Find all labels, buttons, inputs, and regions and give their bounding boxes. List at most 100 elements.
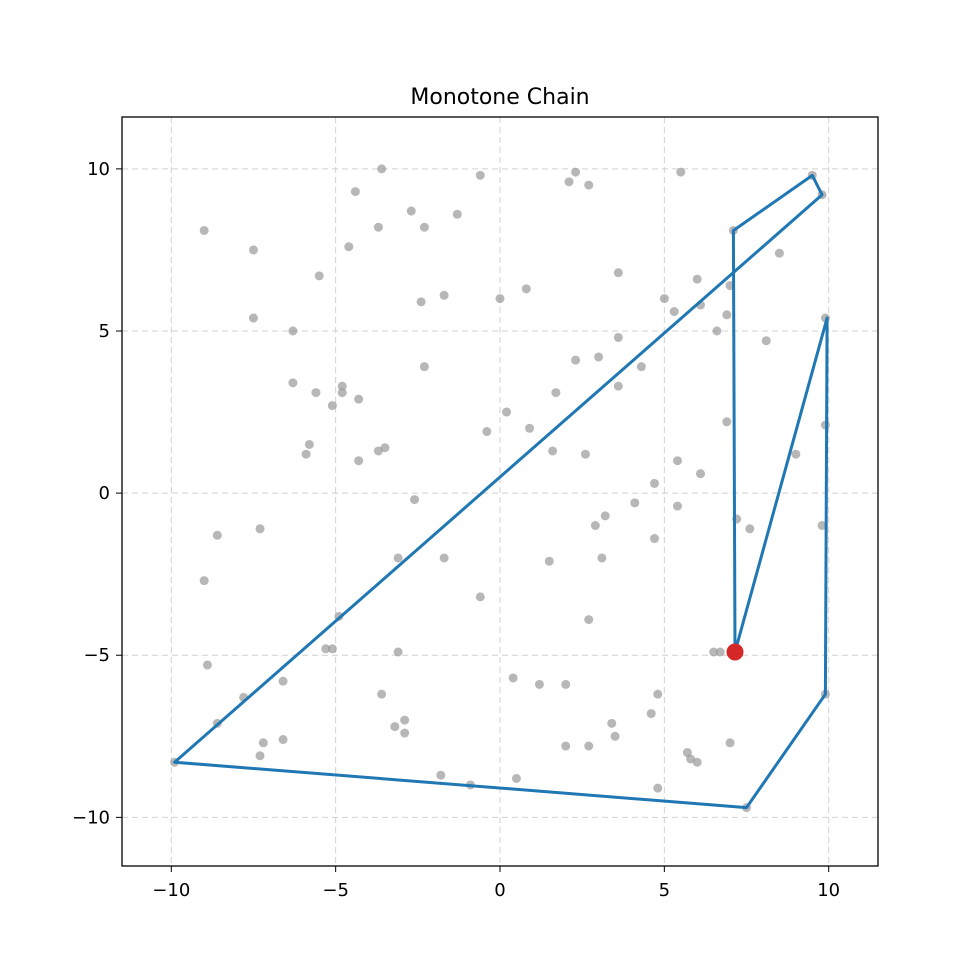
scatter-point bbox=[722, 417, 732, 427]
scatter-point bbox=[774, 248, 784, 258]
scatter-point bbox=[584, 615, 594, 625]
y-tick-label: 5 bbox=[99, 321, 110, 342]
scatter-point bbox=[672, 501, 682, 511]
scatter-point bbox=[337, 381, 347, 391]
hull-line bbox=[173, 173, 829, 810]
scatter-point bbox=[692, 274, 702, 284]
scatter-point bbox=[475, 170, 485, 180]
scatter-point bbox=[502, 407, 512, 417]
scatter-point bbox=[393, 553, 403, 563]
scatter-point bbox=[393, 647, 403, 657]
scatter-point bbox=[722, 310, 732, 320]
scatter-point bbox=[597, 553, 607, 563]
scatter-point bbox=[278, 735, 288, 745]
scatter-point bbox=[327, 644, 337, 654]
scatter-point bbox=[377, 689, 387, 699]
scatter-point bbox=[439, 553, 449, 563]
y-tick-label: 0 bbox=[99, 483, 110, 504]
scatter-point bbox=[676, 167, 686, 177]
scatter-point bbox=[580, 449, 590, 459]
scatter-point bbox=[354, 394, 364, 404]
scatter-point bbox=[613, 332, 623, 342]
scatter-point bbox=[373, 222, 383, 232]
scatter-point bbox=[594, 352, 604, 362]
scatter-point bbox=[327, 401, 337, 411]
scatter-point bbox=[817, 521, 827, 531]
scatter-point bbox=[321, 644, 331, 654]
scatter-point bbox=[564, 177, 574, 187]
x-tick-label: 5 bbox=[659, 880, 670, 901]
scatter-point bbox=[712, 326, 722, 336]
scatter-point bbox=[258, 738, 268, 748]
scatter-point bbox=[439, 290, 449, 300]
y-tick-label: 10 bbox=[87, 159, 110, 180]
scatter-point bbox=[630, 498, 640, 508]
scatter-point bbox=[508, 673, 518, 683]
scatter-point bbox=[672, 456, 682, 466]
scatter-point bbox=[571, 355, 581, 365]
x-tick-label: −10 bbox=[152, 880, 190, 901]
x-tick-label: 10 bbox=[817, 880, 840, 901]
scatter-point bbox=[709, 647, 719, 657]
scatter-point bbox=[590, 521, 600, 531]
scatter-point bbox=[551, 388, 561, 398]
scatter-point bbox=[649, 478, 659, 488]
scatter-point bbox=[613, 381, 623, 391]
scatter-point bbox=[406, 206, 416, 216]
scatter-point bbox=[255, 751, 265, 761]
scatter-point bbox=[659, 294, 669, 304]
scatter-point bbox=[202, 660, 212, 670]
scatter-point bbox=[419, 362, 429, 372]
hull-path bbox=[173, 173, 829, 810]
scatter-point bbox=[304, 439, 314, 449]
scatter-point bbox=[511, 773, 521, 783]
scatter-point bbox=[521, 284, 531, 294]
scatter-point bbox=[653, 689, 663, 699]
scatter-point bbox=[288, 326, 298, 336]
scatter-point bbox=[373, 446, 383, 456]
scatter-point bbox=[314, 271, 324, 281]
scatter-point bbox=[525, 423, 535, 433]
scatter-point bbox=[600, 511, 610, 521]
scatter-point bbox=[649, 534, 659, 544]
scatter-point bbox=[692, 757, 702, 767]
scatter-point bbox=[344, 242, 354, 252]
scatter-point bbox=[410, 495, 420, 505]
scatter-point bbox=[278, 676, 288, 686]
x-tick-label: 0 bbox=[494, 880, 505, 901]
highlight-point bbox=[726, 643, 744, 661]
y-tick-label: −5 bbox=[83, 645, 110, 666]
scatter-point bbox=[534, 679, 544, 689]
scatter-point bbox=[571, 167, 581, 177]
scatter-point bbox=[199, 225, 209, 235]
scatter-point bbox=[696, 469, 706, 479]
scatter-point bbox=[475, 592, 485, 602]
scatter-point bbox=[416, 297, 426, 307]
scatter-point bbox=[311, 388, 321, 398]
scatter-point bbox=[377, 164, 387, 174]
scatter-point bbox=[337, 388, 347, 398]
scatter-point bbox=[561, 679, 571, 689]
scatter-point bbox=[350, 187, 360, 197]
scatter-point bbox=[761, 336, 771, 346]
scatter-point bbox=[248, 245, 258, 255]
scatter-point bbox=[725, 738, 735, 748]
scatter-point bbox=[584, 741, 594, 751]
scatter-point bbox=[255, 524, 265, 534]
scatter-point bbox=[419, 222, 429, 232]
scatter-point bbox=[561, 741, 571, 751]
scatter-point bbox=[646, 709, 656, 719]
scatter-point bbox=[452, 209, 462, 219]
chart-title: Monotone Chain bbox=[410, 85, 589, 110]
scatter-point bbox=[354, 456, 364, 466]
scatter-point bbox=[199, 576, 209, 586]
scatter-point bbox=[436, 770, 446, 780]
scatter-point bbox=[715, 647, 725, 657]
scatter-point bbox=[745, 524, 755, 534]
scatter-point bbox=[636, 362, 646, 372]
scatter-point bbox=[248, 313, 258, 323]
scatter-point bbox=[584, 180, 594, 190]
scatter-point bbox=[400, 728, 410, 738]
scatter-point bbox=[390, 722, 400, 732]
